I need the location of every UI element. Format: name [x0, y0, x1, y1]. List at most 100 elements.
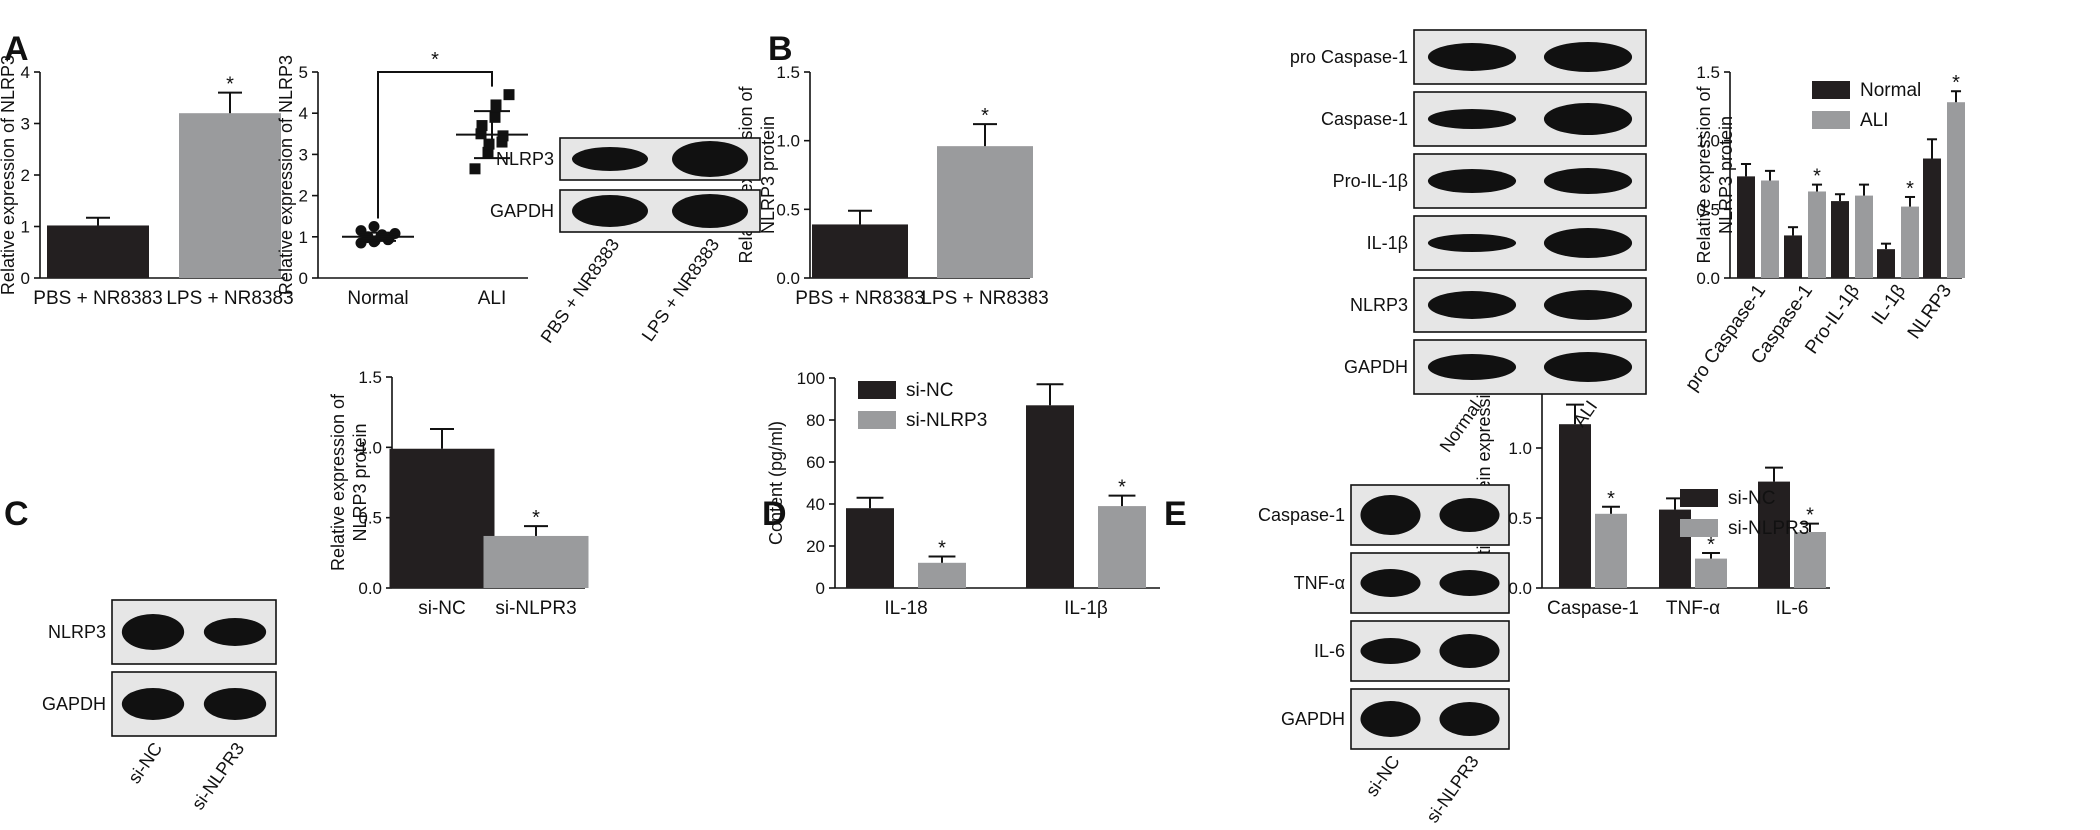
bar [846, 508, 894, 588]
blot-band [1427, 43, 1517, 71]
significance-star: * [1707, 534, 1715, 556]
bar [1808, 191, 1826, 278]
bar [1695, 558, 1727, 588]
y-axis-title: Relative expression of [1694, 85, 1714, 263]
blot-band [1360, 638, 1421, 664]
data-point [355, 225, 367, 237]
bar [47, 225, 149, 278]
blot-row-label: IL-6 [1314, 641, 1345, 661]
x-category-label: si-NLPR3 [495, 598, 576, 619]
blot-row-label: Caspase-1 [1321, 109, 1408, 129]
bar [1758, 481, 1790, 588]
bar [918, 562, 966, 588]
y-tick-label: 1.0 [1696, 132, 1720, 151]
bar [179, 113, 281, 278]
blot-band [1543, 352, 1633, 382]
x-category-label: Normal [347, 288, 408, 309]
bar [1831, 201, 1849, 278]
bar [1737, 176, 1755, 278]
blot-band [203, 618, 267, 646]
x-category-label: TNF-α [1666, 598, 1720, 619]
legend-label: si-NLRP3 [906, 410, 987, 431]
blot-lane-label: LPS + NR8383 [638, 235, 724, 345]
blot-band [1439, 498, 1500, 532]
chart-D1: 0 20 40 60 80 100 Content (pg/ml) * * IL-18 IL-1β s… [766, 369, 1160, 619]
blot-lane-label: si-NC [1362, 752, 1404, 800]
significance-star: * [938, 538, 946, 560]
blot-band [1427, 354, 1517, 380]
bar [1794, 532, 1826, 588]
blot-band [1439, 634, 1500, 668]
significance-star: * [981, 105, 989, 127]
blot-band [1360, 495, 1421, 535]
blot-row-label: pro Caspase-1 [1290, 47, 1408, 67]
blot-band [1427, 234, 1517, 252]
blot-band [1439, 702, 1500, 736]
data-point [482, 146, 494, 158]
blot-row-label: NLRP3 [496, 149, 554, 169]
y-tick-label: 0.5 [1696, 200, 1720, 219]
y-tick-label: 40 [806, 495, 825, 514]
x-category-label: PBS + NR8383 [33, 288, 162, 309]
data-point [368, 221, 380, 232]
blot-band [1360, 701, 1421, 737]
x-category-label: IL-6 [1776, 598, 1809, 619]
significance-star: * [1806, 505, 1814, 527]
bar [1761, 180, 1779, 278]
y-tick-label: 0.0 [1696, 269, 1720, 288]
y-tick-label: 60 [806, 453, 825, 472]
bar [1784, 235, 1802, 278]
y-axis-title: Content (pg/ml) [766, 421, 786, 545]
y-tick-label: 1 [299, 228, 308, 247]
legend-swatch [1680, 489, 1718, 507]
panel-letter-a: A [4, 30, 29, 68]
data-point [489, 111, 501, 123]
x-category-label: Caspase-1 [1547, 598, 1639, 619]
y-tick-label: 3 [299, 145, 308, 164]
bar [1901, 206, 1919, 278]
bar [1855, 195, 1873, 278]
bar [812, 224, 908, 278]
significance-bracket [377, 71, 493, 219]
x-category-label: NLRP3 [1904, 281, 1956, 343]
bar [1947, 102, 1965, 278]
significance-star: * [1906, 178, 1914, 200]
blot-lane-label: PBS + NR8383 [537, 235, 624, 347]
x-category-label: ALI [478, 288, 507, 309]
blot-band [672, 194, 748, 228]
bar [1026, 405, 1074, 588]
blot-band [121, 688, 185, 720]
data-point [469, 163, 481, 175]
y-tick-label: 1 [21, 218, 30, 237]
blot-band [1427, 291, 1517, 319]
legend-label: Normal [1860, 80, 1921, 101]
significance-star: * [431, 49, 439, 71]
blot-row-label: Pro-IL-1β [1333, 171, 1408, 191]
blot-lane-label: si-NLPR3 [1422, 752, 1483, 827]
bar [1877, 249, 1895, 278]
blot-band [1427, 109, 1517, 129]
y-tick-label: 0 [21, 269, 30, 288]
y-axis-title: Relative expression of NLRP3 [0, 55, 18, 295]
legend-swatch [1680, 519, 1718, 537]
y-tick-label: 2 [299, 187, 308, 206]
y-tick-label: 1.0 [358, 438, 382, 457]
y-tick-label: 1.5 [1696, 63, 1720, 82]
chart-B2: 0.0 0.5 1.0 1.5 Relative expression of NLRP3 … [1681, 63, 1965, 395]
bar [937, 146, 1033, 278]
data-point [483, 138, 495, 150]
significance-star: * [1607, 488, 1615, 510]
y-axis-title: Relative expression of NLRP3 [276, 55, 296, 295]
legend-label: si-NLPR3 [1728, 518, 1809, 539]
blot-band [1439, 570, 1500, 596]
y-tick-label: 0.0 [358, 579, 382, 598]
blot-row-label: TNF-α [1294, 573, 1345, 593]
legend-swatch [1812, 81, 1850, 99]
blot-B: NLRP3 GAPDH PBS + NR8383 LPS + NR8383 [490, 137, 761, 347]
blot-band [572, 147, 648, 171]
x-category-label: PBS + NR8383 [795, 288, 924, 309]
blot-band [1427, 169, 1517, 193]
